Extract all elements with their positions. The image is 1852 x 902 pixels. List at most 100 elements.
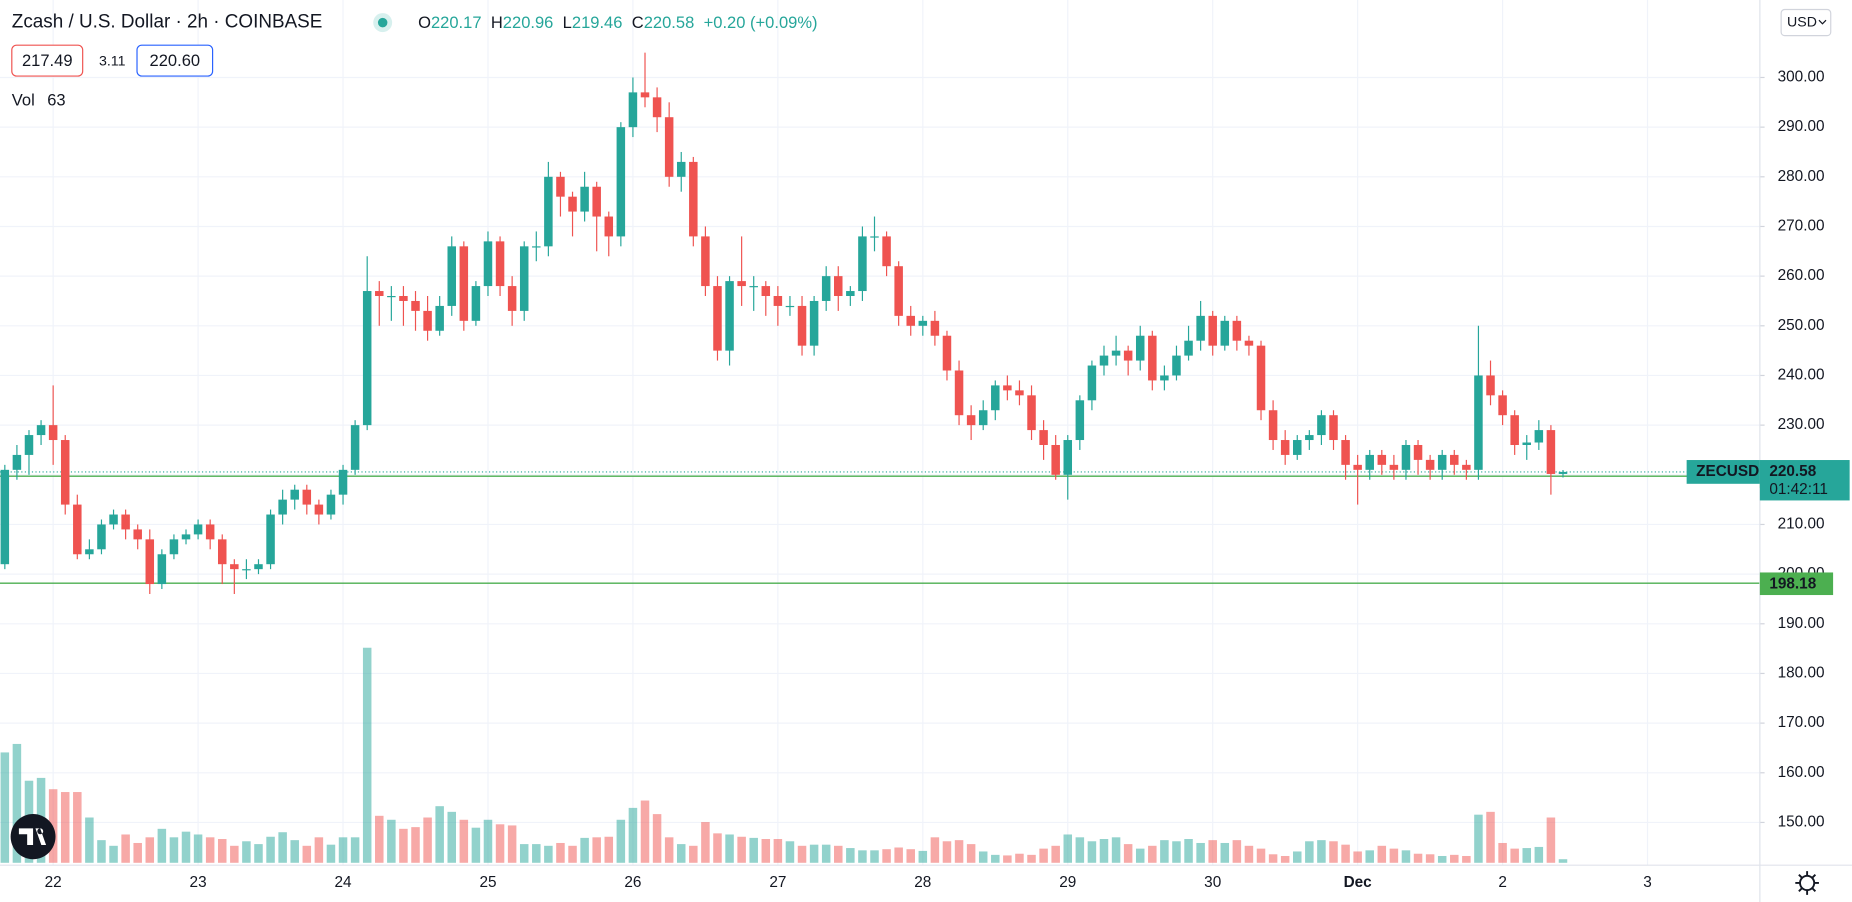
- candle-body: [966, 415, 976, 426]
- candle-body: [326, 494, 336, 515]
- price-line-label: 198.18: [1769, 575, 1816, 592]
- bid[interactable]: 217.49: [22, 51, 73, 70]
- volume-bar: [1075, 837, 1085, 863]
- volume-bar: [1268, 854, 1278, 863]
- volume-bar: [495, 824, 505, 863]
- volume-bar: [447, 811, 456, 863]
- volume-bar: [1425, 854, 1435, 863]
- volume-bar: [532, 844, 541, 863]
- volume-bar: [858, 850, 867, 863]
- candle-body: [1534, 430, 1544, 443]
- candle-body: [1015, 390, 1024, 396]
- volume-bar: [676, 844, 686, 863]
- status-dot: [377, 17, 388, 28]
- candle-body: [1425, 459, 1435, 470]
- volume-bar: [1474, 814, 1483, 863]
- candle-body: [1522, 442, 1532, 445]
- volume-bar: [169, 837, 179, 863]
- volume-bar: [411, 827, 420, 863]
- candle-body: [60, 440, 70, 505]
- volume-bar: [519, 844, 529, 863]
- candle-body: [761, 286, 771, 297]
- volume-bar: [1377, 845, 1387, 863]
- volume-bar: [362, 647, 372, 863]
- currency[interactable]: USD: [1787, 14, 1817, 30]
- candle-body: [809, 300, 819, 346]
- volume-bar: [1208, 840, 1217, 863]
- candle-body: [1135, 335, 1145, 361]
- volume-bar: [1522, 848, 1532, 863]
- candle-body: [628, 92, 638, 128]
- volume-bar: [375, 815, 384, 863]
- volume-bar: [1015, 853, 1024, 863]
- volume-bar: [1244, 845, 1254, 863]
- volume-bar: [942, 841, 952, 863]
- candle-body: [230, 564, 239, 570]
- candle-body: [1401, 444, 1411, 470]
- candle-body: [205, 524, 215, 540]
- candle-body: [616, 127, 626, 237]
- candle-body: [121, 514, 130, 530]
- ohlc-value: 219.46: [572, 13, 623, 32]
- volume-bar: [773, 839, 783, 863]
- candle-body: [1123, 350, 1133, 361]
- candle-body: [387, 296, 396, 298]
- currency-button[interactable]: [1780, 8, 1832, 37]
- volume-bar: [978, 851, 988, 863]
- candle-body: [1111, 350, 1121, 356]
- volume-bar: [1063, 834, 1073, 863]
- candle-body: [1486, 375, 1495, 396]
- candle-body: [604, 216, 614, 237]
- volume-bar: [894, 847, 903, 863]
- candle-body: [1280, 440, 1290, 455]
- candle-body: [1075, 400, 1085, 441]
- candle-body: [797, 305, 807, 346]
- y-tick-label: 210.00: [1778, 515, 1825, 532]
- candle-body: [1510, 415, 1519, 445]
- volume-bar: [1220, 842, 1230, 863]
- candle-body: [1160, 375, 1169, 381]
- candle-body: [145, 539, 155, 585]
- x-tick-label: 30: [1204, 874, 1221, 891]
- x-tick-label: 22: [45, 874, 62, 891]
- countdown: 01:42:11: [1769, 481, 1828, 498]
- candle-body: [846, 291, 855, 297]
- candle-body: [133, 529, 142, 540]
- candle-body: [676, 161, 686, 177]
- ask-box[interactable]: [136, 44, 214, 77]
- candle-body: [592, 186, 601, 217]
- candle-body: [12, 454, 22, 470]
- volume-bar: [290, 840, 299, 863]
- candle-body: [930, 320, 940, 336]
- volume-bar: [1003, 855, 1012, 863]
- bid-box[interactable]: [11, 44, 84, 77]
- volume-bar: [266, 836, 275, 863]
- volume-bar: [60, 792, 70, 863]
- volume-bar: [1401, 850, 1411, 863]
- candle-body: [362, 291, 372, 426]
- x-tick-label: 24: [335, 874, 353, 891]
- candle-body: [302, 489, 312, 505]
- volume-bar: [1317, 840, 1326, 863]
- volume-bar: [326, 844, 336, 863]
- candle-body: [882, 236, 891, 267]
- ask[interactable]: 220.60: [150, 51, 201, 70]
- volume-bar: [846, 848, 855, 863]
- ticker-label: ZECUSD: [1696, 463, 1759, 480]
- x-tick-label: 27: [769, 874, 786, 891]
- candle-body: [85, 549, 94, 555]
- candle-body: [725, 281, 734, 351]
- volume-bar: [1196, 842, 1205, 863]
- candle-body: [544, 176, 553, 247]
- candle-body: [1244, 340, 1254, 346]
- candle-body: [0, 469, 10, 565]
- volume-bar: [821, 844, 831, 863]
- volume-bar: [181, 831, 191, 863]
- candle-body: [1293, 440, 1302, 455]
- candle-body: [1256, 345, 1266, 411]
- candle-body: [290, 489, 299, 500]
- candle-body: [1474, 375, 1483, 470]
- volume-bar: [97, 840, 106, 863]
- spread: 3.11: [99, 54, 126, 70]
- candle-body: [1365, 454, 1374, 470]
